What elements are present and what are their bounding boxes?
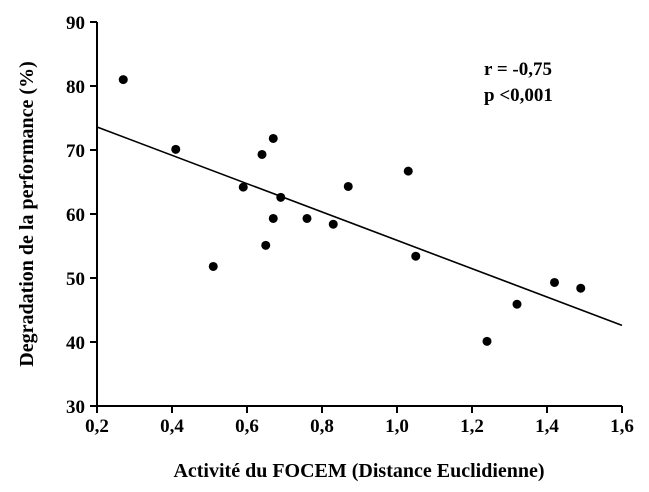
y-tick-label: 40	[66, 333, 85, 354]
data-point	[512, 299, 522, 309]
y-tick-label: 50	[66, 269, 85, 290]
y-tick-label: 60	[66, 205, 85, 226]
y-tick-label: 90	[66, 13, 85, 34]
data-points	[118, 75, 586, 346]
y-tick-label: 70	[66, 141, 85, 162]
trendline	[96, 126, 623, 327]
data-point	[238, 182, 248, 192]
x-tick-label: 0,8	[310, 416, 334, 437]
y-tick-label: 30	[66, 397, 85, 418]
data-point	[261, 240, 271, 250]
data-point	[411, 251, 421, 261]
x-tick-label: 0,6	[235, 416, 259, 437]
data-point	[268, 133, 278, 143]
data-point	[268, 213, 278, 223]
data-point	[302, 213, 312, 223]
x-ticks: 0,2 0,4 0,6 0,8 1,0 1,2 1,4 1,6	[85, 406, 634, 437]
x-tick-label: 0,2	[85, 416, 109, 437]
annotation-p: p <0,001	[484, 85, 553, 106]
data-point	[171, 144, 181, 154]
data-point	[208, 261, 218, 271]
data-point	[482, 336, 492, 346]
data-point	[550, 277, 559, 287]
data-point	[276, 192, 286, 202]
x-tick-label: 1,2	[460, 416, 484, 437]
data-point	[118, 75, 128, 85]
x-axis-label: Activité du FOCEM (Distance Euclidienne)	[173, 460, 544, 482]
y-ticks: 30 40 50 60 70 80 90	[66, 13, 97, 418]
y-tick-label: 80	[66, 77, 85, 98]
data-point	[403, 166, 413, 176]
x-tick-label: 0,4	[160, 416, 184, 437]
x-tick-label: 1,4	[535, 416, 559, 437]
x-tick-label: 1,0	[385, 416, 409, 437]
data-point	[257, 149, 267, 159]
data-point	[328, 219, 338, 229]
annotation-r: r = -0,75	[484, 59, 552, 80]
data-point	[343, 181, 353, 191]
x-tick-label: 1,6	[610, 416, 634, 437]
data-point	[576, 283, 586, 293]
y-axis-label: Degradation de la performance (%)	[16, 61, 38, 367]
